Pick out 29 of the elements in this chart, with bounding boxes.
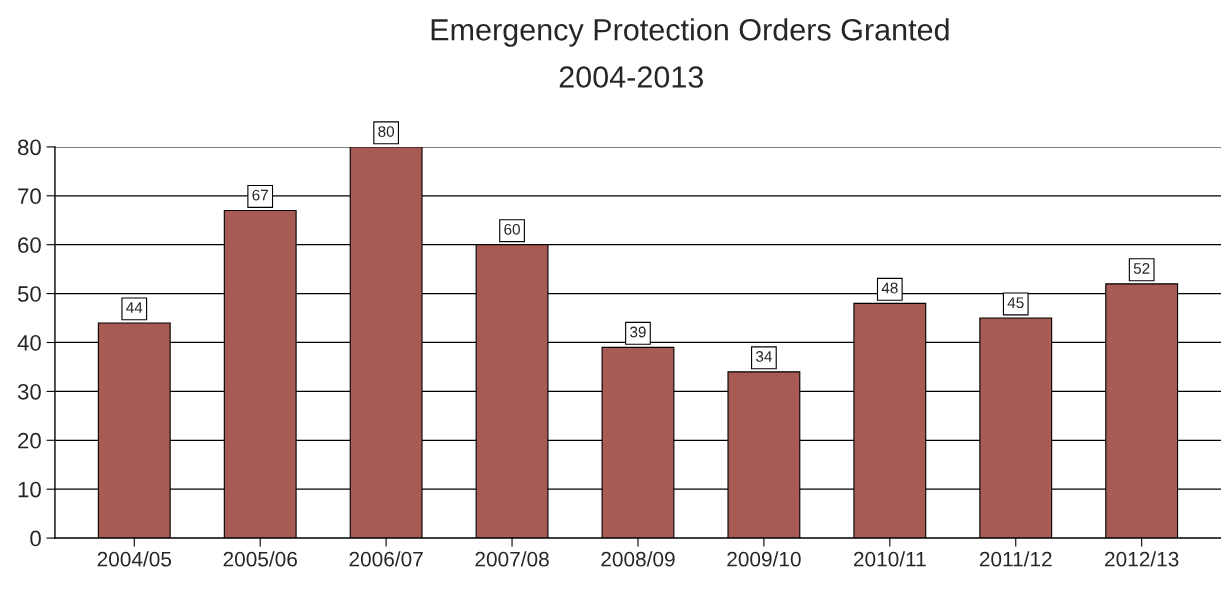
y-tick-label: 80	[18, 139, 41, 156]
data-label: 60	[504, 223, 520, 235]
y-tick-label: 30	[17, 383, 41, 400]
x-tick-label: 2011/12	[979, 551, 1052, 567]
chart-subtitle: 2004-2013	[559, 66, 703, 88]
x-tick-label: 2009/10	[727, 551, 801, 567]
x-tick-label: 2006/07	[349, 551, 423, 567]
y-tick-label: 70	[18, 188, 41, 205]
data-label: 67	[252, 189, 268, 201]
chart-title: Emergency Protection Orders Granted	[431, 18, 949, 47]
x-tick-label: 2007/08	[475, 551, 549, 567]
data-label: 34	[755, 351, 772, 362]
y-tick-label: 0	[30, 530, 41, 547]
y-tick-label: 20	[18, 432, 41, 449]
data-label: 39	[630, 326, 646, 338]
y-tick-label: 40	[17, 335, 41, 351]
y-tick-label: 50	[17, 286, 41, 302]
data-label: 44	[126, 302, 143, 313]
y-tick-label: 10	[18, 481, 41, 498]
x-tick-label: 2004/05	[97, 551, 172, 567]
data-label: 80	[378, 126, 395, 137]
x-tick-label: 2012/13	[1105, 551, 1179, 567]
x-tick-label: 2005/06	[223, 551, 297, 567]
y-tick-label: 60	[18, 237, 41, 253]
data-label: 52	[1133, 263, 1150, 274]
data-label: 45	[1007, 297, 1024, 309]
data-label: 48	[881, 282, 898, 294]
x-tick-label: 2008/09	[601, 551, 675, 567]
x-tick-label: 2010/11	[853, 551, 926, 567]
